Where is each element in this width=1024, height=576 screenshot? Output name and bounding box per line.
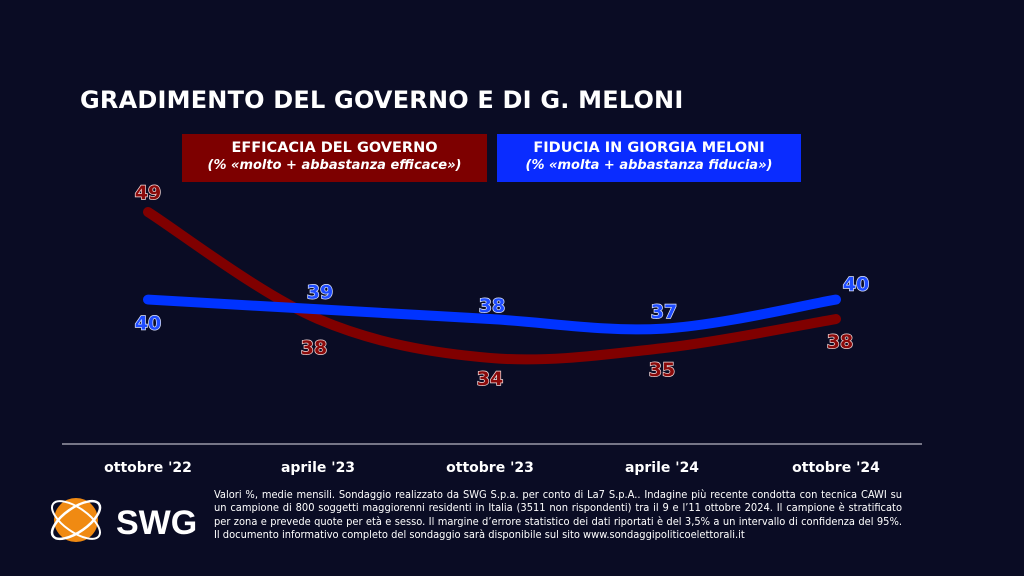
data-label-efficacia: 34 xyxy=(477,368,503,390)
footnote: Valori %, medie mensili. Sondaggio reali… xyxy=(214,488,902,542)
data-label-fiducia: 40 xyxy=(135,313,161,335)
data-label-efficacia: 38 xyxy=(301,337,327,359)
chart-title: GRADIMENTO DEL GOVERNO E DI G. MELONI xyxy=(80,86,684,114)
logo-globe-icon xyxy=(54,498,98,542)
legend-fiducia-label: FIDUCIA IN GIORGIA MELONI xyxy=(533,140,765,156)
data-label-efficacia: 49 xyxy=(135,182,161,204)
legend-fiducia: FIDUCIA IN GIORGIA MELONI (% «molta + ab… xyxy=(497,134,801,182)
data-label-efficacia: 38 xyxy=(827,331,853,353)
x-tick-label: ottobre '23 xyxy=(446,460,534,476)
series-line-efficacia xyxy=(143,207,841,365)
legend-efficacia-subtitle: (% «molto + abbastanza efficace») xyxy=(207,158,462,173)
series-line-fiducia xyxy=(143,294,841,335)
legend-fiducia-subtitle: (% «molta + abbastanza fiducia») xyxy=(525,158,773,173)
x-tick-label: aprile '23 xyxy=(281,460,355,476)
swg-logo: SWG xyxy=(50,498,197,542)
data-label-efficacia: 35 xyxy=(649,359,675,381)
data-label-fiducia: 39 xyxy=(307,281,333,303)
legend-efficacia: EFFICACIA DEL GOVERNO (% «molto + abbast… xyxy=(182,134,487,182)
data-label-fiducia: 38 xyxy=(479,295,505,317)
logo-text: SWG xyxy=(116,504,197,542)
x-tick-label: aprile '24 xyxy=(625,460,699,476)
x-tick-label: ottobre '24 xyxy=(792,460,880,476)
data-label-fiducia: 40 xyxy=(843,274,869,296)
x-tick-label: ottobre '22 xyxy=(104,460,192,476)
legend-efficacia-label: EFFICACIA DEL GOVERNO xyxy=(231,140,438,156)
data-label-fiducia: 37 xyxy=(651,301,677,323)
